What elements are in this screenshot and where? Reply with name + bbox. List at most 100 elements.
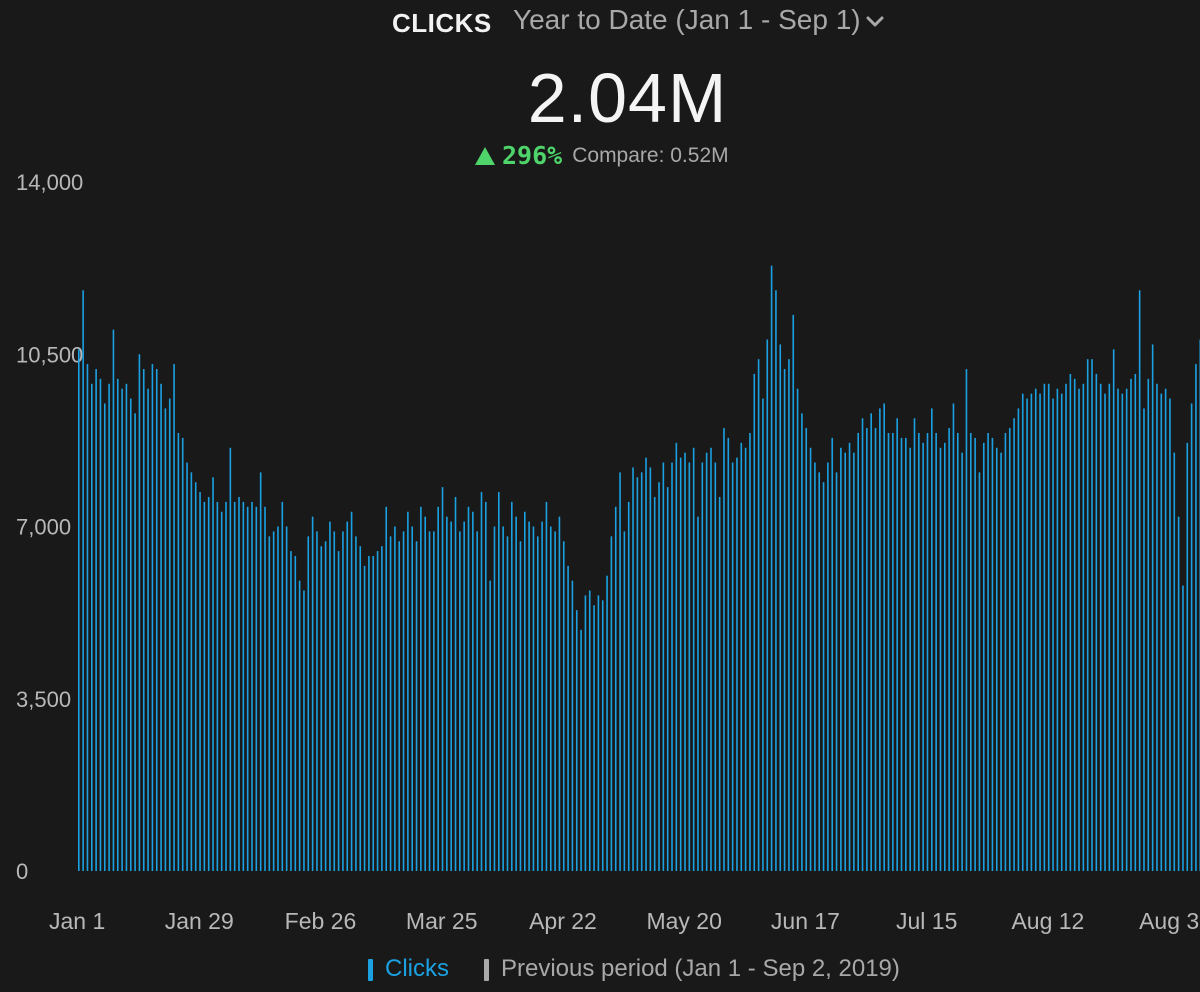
clicks-bar[interactable] [788, 359, 790, 871]
clicks-bar[interactable] [281, 501, 284, 871]
clicks-bar[interactable] [134, 413, 136, 871]
clicks-bar[interactable] [502, 526, 504, 872]
clicks-bar[interactable] [350, 511, 353, 871]
clicks-bar[interactable] [415, 541, 418, 871]
clicks-bar[interactable] [472, 511, 474, 871]
clicks-bar[interactable] [82, 290, 84, 871]
clicks-bar[interactable] [272, 531, 275, 871]
clicks-bar[interactable] [584, 595, 587, 871]
clicks-bar[interactable] [775, 290, 777, 871]
clicks-bar[interactable] [420, 506, 422, 871]
clicks-bar[interactable] [593, 605, 595, 871]
clicks-bar[interactable] [155, 369, 158, 871]
clicks-bar[interactable] [164, 408, 167, 871]
clicks-bar[interactable] [411, 526, 414, 872]
clicks-bar[interactable] [454, 496, 457, 871]
clicks-bar[interactable] [515, 516, 517, 871]
clicks-bar[interactable] [1047, 383, 1050, 871]
clicks-bar[interactable] [485, 501, 487, 871]
clicks-bar[interactable] [385, 506, 388, 871]
clicks-bar[interactable] [1182, 585, 1184, 871]
clicks-bar[interactable] [394, 526, 396, 872]
clicks-bar[interactable] [246, 506, 249, 871]
clicks-bar[interactable] [506, 536, 509, 871]
clicks-bar[interactable] [766, 339, 769, 871]
clicks-bar[interactable] [710, 447, 712, 871]
clicks-bar[interactable] [614, 506, 617, 871]
clicks-bar[interactable] [216, 501, 219, 871]
clicks-bar[interactable] [376, 551, 379, 871]
clicks-bar[interactable] [467, 506, 470, 871]
clicks-bar[interactable] [381, 546, 383, 871]
clicks-bar[interactable] [675, 442, 678, 871]
clicks-bar[interactable] [922, 442, 924, 871]
clicks-bar[interactable] [1125, 388, 1128, 871]
clicks-bar[interactable] [792, 314, 795, 871]
clicks-bar[interactable] [181, 437, 184, 871]
clicks-bar[interactable] [597, 595, 600, 871]
clicks-bar[interactable] [519, 541, 522, 871]
clicks-bar[interactable] [1117, 388, 1119, 871]
clicks-bar[interactable] [116, 378, 119, 871]
clicks-bar[interactable] [1160, 393, 1163, 871]
clicks-bar[interactable] [588, 590, 591, 871]
clicks-bar[interactable] [974, 437, 976, 871]
clicks-bar[interactable] [801, 413, 803, 871]
clicks-bar[interactable] [779, 344, 782, 871]
clicks-bar[interactable] [749, 432, 751, 871]
clicks-bar[interactable] [1156, 383, 1158, 871]
clicks-bar[interactable] [1026, 398, 1028, 871]
clicks-bar[interactable] [905, 437, 907, 871]
clicks-bar[interactable] [723, 428, 725, 871]
clicks-bar[interactable] [108, 383, 110, 871]
clicks-bar[interactable] [705, 452, 708, 871]
clicks-bar[interactable] [372, 556, 375, 871]
clicks-bar[interactable] [99, 378, 102, 871]
clicks-bar[interactable] [242, 501, 245, 871]
clicks-bar[interactable] [931, 408, 933, 871]
clicks-bar[interactable] [459, 531, 461, 871]
clicks-bar[interactable] [398, 541, 401, 871]
clicks-bar[interactable] [476, 531, 478, 871]
clicks-bar[interactable] [355, 536, 357, 871]
clicks-bar[interactable] [684, 452, 686, 871]
clicks-bar[interactable] [879, 408, 881, 871]
clicks-bar[interactable] [736, 457, 738, 871]
clicks-bar[interactable] [567, 565, 569, 871]
clicks-bar[interactable] [523, 511, 526, 871]
clicks-bar[interactable] [762, 398, 764, 871]
clicks-bar[interactable] [268, 536, 271, 871]
clicks-bar[interactable] [168, 398, 171, 871]
clicks-bar[interactable] [814, 462, 816, 871]
clicks-bar[interactable] [316, 531, 318, 871]
clicks-bar[interactable] [151, 364, 154, 871]
clicks-bar[interactable] [342, 531, 344, 871]
clicks-bar[interactable] [1130, 378, 1132, 871]
clicks-bar[interactable] [424, 516, 426, 871]
clicks-bar[interactable] [303, 590, 305, 871]
clicks-bar[interactable] [1169, 398, 1171, 871]
clicks-bar[interactable] [844, 452, 847, 871]
clicks-bar[interactable] [952, 403, 955, 871]
clicks-bar[interactable] [658, 482, 660, 871]
clicks-bar[interactable] [701, 462, 704, 871]
clicks-bar[interactable] [1138, 290, 1141, 871]
clicks-bar[interactable] [866, 428, 868, 871]
clicks-bar[interactable] [1091, 359, 1093, 871]
clicks-bar[interactable] [212, 477, 214, 871]
clicks-bar[interactable] [1151, 344, 1154, 871]
clicks-bar[interactable] [887, 432, 890, 871]
clicks-bar[interactable] [1099, 383, 1102, 871]
clicks-bar[interactable] [714, 462, 717, 871]
clicks-bar[interactable] [948, 428, 950, 871]
clicks-bar[interactable] [1143, 408, 1145, 871]
clicks-bar[interactable] [78, 349, 80, 871]
clicks-bar[interactable] [541, 521, 543, 871]
clicks-bar[interactable] [692, 447, 695, 871]
clicks-bar[interactable] [311, 516, 314, 871]
clicks-bar[interactable] [203, 501, 206, 871]
clicks-bar[interactable] [883, 403, 885, 871]
clicks-bar[interactable] [744, 447, 747, 871]
clicks-bar[interactable] [389, 536, 392, 871]
clicks-bar[interactable] [1095, 373, 1098, 871]
